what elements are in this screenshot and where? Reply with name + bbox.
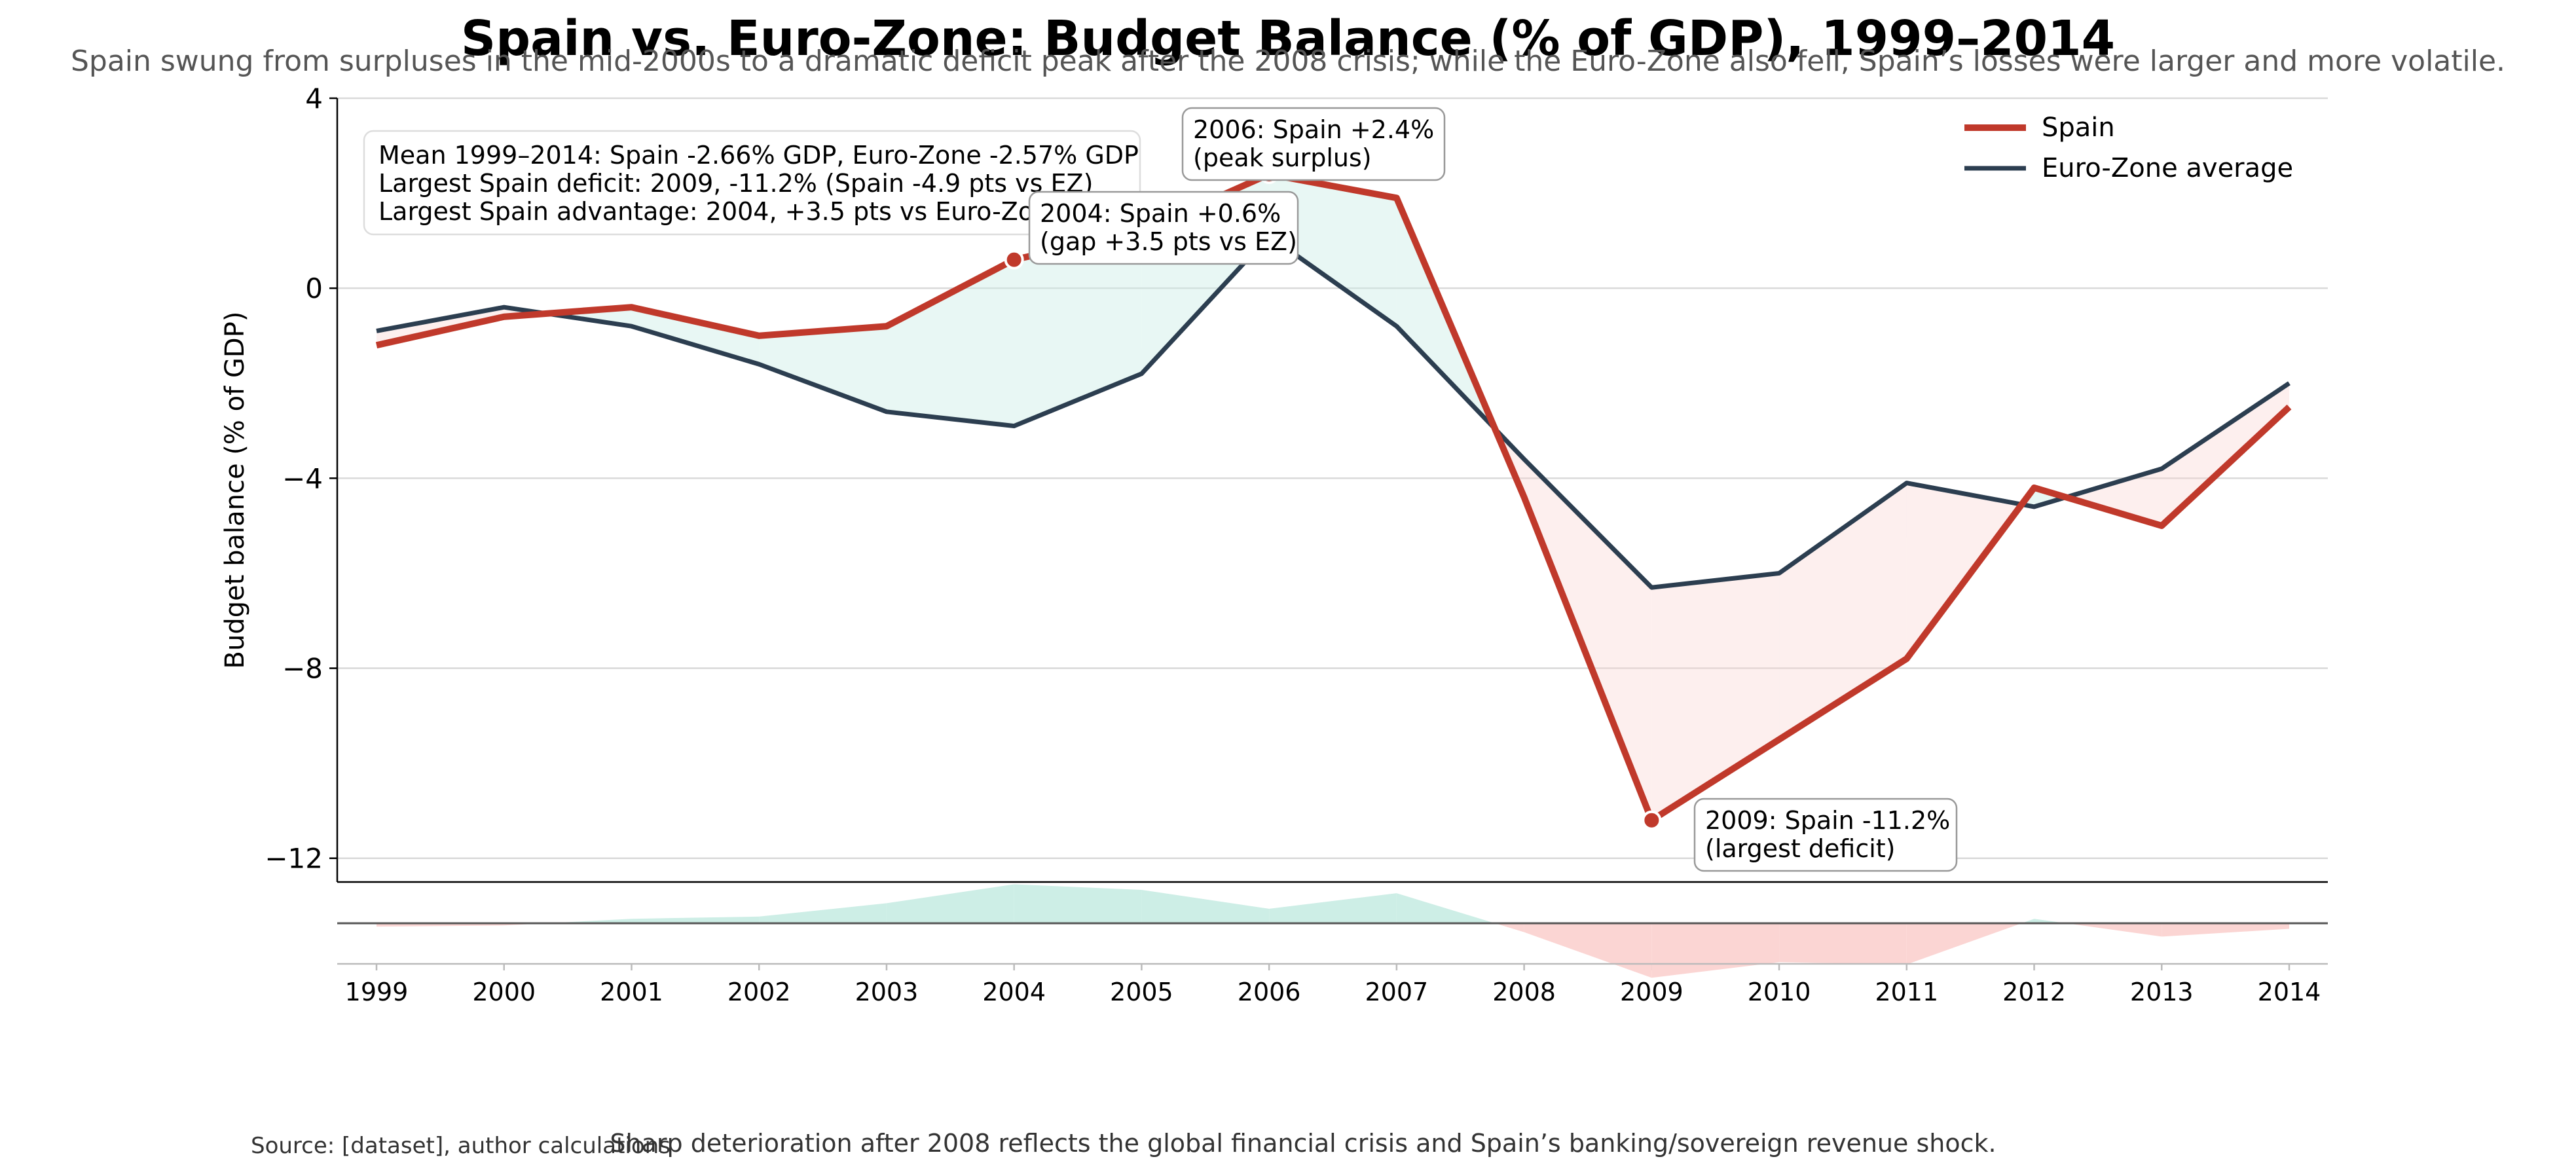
gap-panel-segment	[759, 903, 887, 923]
x-tick-label: 2004	[982, 978, 1046, 1006]
gap-panel-segment	[1524, 923, 1652, 978]
gap-panel-segment	[1396, 893, 1496, 923]
x-tick-label: 2002	[727, 978, 791, 1006]
y-tick-label: 4	[305, 83, 323, 115]
x-tick-labels: 1999 2000 2001 2002 2003 2004 2005 2006 2007 2008…	[345, 964, 2321, 1006]
highlight-point-2004	[1004, 249, 1024, 270]
gap-fill-segment	[886, 259, 1014, 426]
y-tick-labels: 4 0 −4 −8 −12	[265, 83, 337, 875]
gap-panel-segment	[631, 916, 760, 923]
annotation-text: (gap +3.5 pts vs EZ)	[1040, 227, 1297, 256]
legend: Spain Euro-Zone average	[1964, 113, 2293, 183]
x-tick-label: 2006	[1238, 978, 1301, 1006]
gap-fill-segment	[1524, 459, 1652, 820]
stats-line: Largest Spain advantage: 2004, +3.5 pts …	[378, 197, 1065, 226]
gap-panel-segment	[546, 919, 632, 923]
stats-line: Mean 1999–2014: Spain -2.66% GDP, Euro-Z…	[378, 141, 1139, 170]
x-tick-label: 2009	[1620, 978, 1684, 1006]
y-tick-label: 0	[305, 272, 323, 304]
gap-panel-segment	[1014, 884, 1142, 923]
annotation-text: (peak surplus)	[1193, 143, 1372, 172]
gap-fill-segment	[631, 307, 760, 365]
gap-fill-segment	[1014, 231, 1142, 426]
annotation-2006: 2006: Spain +2.4% (peak surplus)	[1181, 107, 1446, 181]
x-tick-label: 2010	[1748, 978, 1811, 1006]
annotation-2004: 2004: Spain +0.6% (gap +3.5 pts vs EZ)	[1028, 191, 1299, 265]
y-tick-label: −12	[265, 843, 323, 875]
legend-label-euro-zone: Euro-Zone average	[2042, 153, 2293, 183]
gap-panel-segment	[1495, 923, 1524, 932]
highlight-point-2009	[1642, 810, 1662, 830]
gap-panel-segment	[1141, 890, 1270, 923]
stats-line: Largest Spain deficit: 2009, -11.2% (Spa…	[378, 169, 1093, 198]
gap-panel	[337, 884, 2328, 978]
gap-panel-segment	[1906, 923, 2022, 965]
gap-fill-segment	[2066, 468, 2162, 526]
x-tick-label: 2000	[472, 978, 536, 1006]
gap-panel-segment	[1779, 923, 1907, 965]
y-tick-label: −4	[282, 462, 323, 494]
source-note: Source: [dataset], author calculations	[251, 1133, 671, 1159]
gap-fill-segment	[2162, 383, 2289, 526]
x-tick-label: 2003	[855, 978, 919, 1006]
grid-lines	[337, 97, 2328, 859]
x-tick-label: 2014	[2258, 978, 2321, 1006]
x-tick-label: 2001	[600, 978, 663, 1006]
y-axis-label: Budget balance (% of GDP)	[220, 312, 250, 669]
gap-panel-segment	[886, 884, 1014, 923]
annotation-2009: 2009: Spain -11.2% (largest deficit)	[1693, 798, 1958, 872]
gap-panel-segment	[2066, 923, 2162, 937]
chart-subtitle: Spain swung from surpluses in the mid-20…	[71, 45, 2505, 78]
series-line-spain	[375, 171, 2292, 824]
gap-panel-segment	[2034, 919, 2067, 923]
stats-box: Mean 1999–2014: Spain -2.66% GDP, Euro-Z…	[363, 130, 1141, 236]
gap-fill-segment	[1269, 174, 1397, 327]
x-tick-label: 2007	[1365, 978, 1429, 1006]
x-tick-label: 2013	[2130, 978, 2194, 1006]
y-tick-label: −8	[282, 653, 323, 685]
gap-panel-segment	[1651, 923, 1780, 978]
x-tick-label: 1999	[345, 978, 409, 1006]
axes	[336, 98, 2328, 883]
series-lines	[375, 171, 2292, 824]
annotation-text: 2009: Spain -11.2%	[1705, 806, 1950, 835]
annotation-text: (largest deficit)	[1705, 834, 1896, 863]
gap-panel-segment	[2162, 923, 2289, 937]
x-tick-label: 2012	[2002, 978, 2066, 1006]
x-tick-label: 2005	[1110, 978, 1173, 1006]
legend-label-spain: Spain	[2042, 113, 2115, 143]
series-line-euro-zone	[376, 233, 2291, 590]
gap-panel-segment	[1269, 893, 1397, 923]
chart-title: Spain vs. Euro-Zone: Budget Balance (% o…	[461, 10, 2115, 67]
gap-fill-area	[377, 174, 2289, 820]
gap-fill-segment	[759, 326, 887, 412]
footer-note: Sharp deterioration after 2008 reflects …	[610, 1129, 1996, 1158]
gap-panel-segment	[2021, 919, 2034, 923]
x-tick-label: 2008	[1492, 978, 1556, 1006]
annotation-text: 2006: Spain +2.4%	[1193, 115, 1434, 144]
annotation-text: 2004: Spain +0.6%	[1040, 199, 1281, 228]
x-tick-label: 2011	[1875, 978, 1938, 1006]
